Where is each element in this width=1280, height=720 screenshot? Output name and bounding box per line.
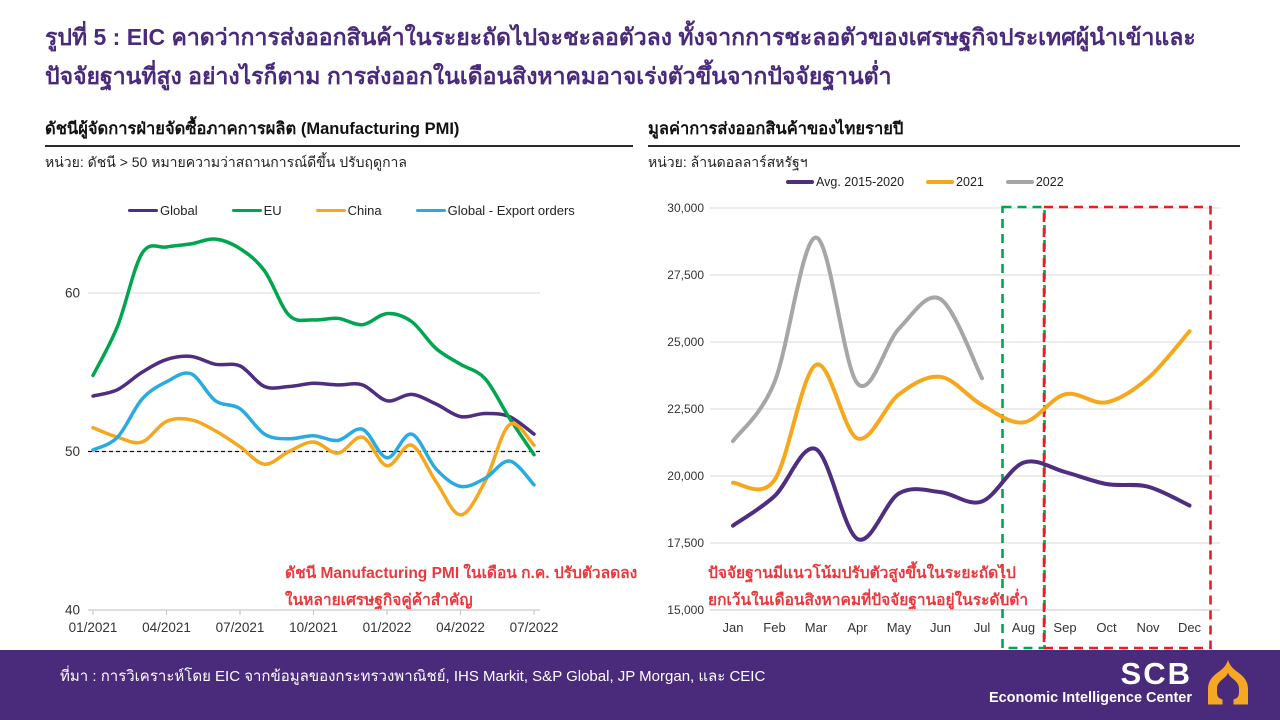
svg-text:25,000: 25,000 (667, 335, 704, 349)
svg-text:01/2022: 01/2022 (363, 620, 412, 635)
pmi-panel-header: ดัชนีผู้จัดการฝ่ายจัดซื้อภาคการผลิต (Man… (45, 116, 633, 174)
pmi-chart-title: ดัชนีผู้จัดการฝ่ายจัดซื้อภาคการผลิต (Man… (45, 116, 633, 147)
svg-text:Dec: Dec (1178, 620, 1202, 635)
svg-text:Jul: Jul (974, 620, 991, 635)
scb-logo: SCB Economic Intelligence Center (989, 658, 1254, 708)
exports-legend-item: 2022 (1005, 175, 1064, 189)
pmi-legend-swatch (415, 208, 446, 213)
svg-text:27,500: 27,500 (667, 268, 704, 282)
scb-logo-wordmark: SCB (1120, 656, 1192, 691)
pmi-legend-label: China (347, 203, 382, 218)
pmi-legend-item: EU (231, 203, 282, 218)
svg-text:Feb: Feb (763, 620, 785, 635)
pmi-legend-item: Global - Export orders (415, 203, 575, 218)
footer-bar: ที่มา : การวิเคราะห์โดย EIC จากข้อมูลของ… (0, 650, 1280, 720)
pmi-legend-item: China (315, 203, 382, 218)
figure-title: รูปที่ 5 : EIC คาดว่าการส่งออกสินค้าในระ… (45, 18, 1255, 96)
svg-text:01/2021: 01/2021 (69, 620, 118, 635)
svg-text:15,000: 15,000 (667, 603, 704, 617)
scb-leaf-icon (1208, 660, 1248, 705)
exports-legend: Avg. 2015-2020 2021 2022 (786, 175, 1064, 189)
svg-text:30,000: 30,000 (667, 201, 704, 215)
svg-text:04/2022: 04/2022 (436, 620, 485, 635)
exports-legend-swatch (1005, 180, 1034, 184)
pmi-legend-swatch (128, 208, 158, 213)
pmi-legend-label: Global - Export orders (447, 203, 575, 218)
pmi-legend-item: Global (128, 203, 198, 218)
svg-text:40: 40 (65, 603, 80, 618)
exports-legend-swatch (926, 180, 955, 184)
svg-text:04/2021: 04/2021 (142, 620, 191, 635)
exports-legend-label: Avg. 2015-2020 (816, 175, 905, 189)
svg-text:20,000: 20,000 (667, 469, 704, 483)
svg-text:10/2021: 10/2021 (289, 620, 338, 635)
pmi-legend-swatch (231, 208, 262, 213)
svg-text:Jan: Jan (723, 620, 744, 635)
svg-text:Apr: Apr (847, 620, 868, 635)
exports-legend-label: 2022 (1035, 175, 1064, 189)
svg-text:Sep: Sep (1053, 620, 1076, 635)
pmi-legend: Global EU China Global - Export orders (128, 203, 575, 218)
pmi-chart: 40 50 60 01/2021 04/2021 07/2021 10/2021 01/202… (65, 237, 559, 635)
svg-text:Aug: Aug (1012, 620, 1035, 635)
svg-text:Mar: Mar (805, 620, 828, 635)
exports-legend-item: 2021 (926, 175, 984, 189)
svg-text:Nov: Nov (1136, 620, 1160, 635)
pmi-legend-label: Global (160, 203, 198, 218)
exports-legend-label: 2021 (956, 175, 984, 189)
exports-chart-title: มูลค่าการส่งออกสินค้าของไทยรายปี (648, 116, 1240, 147)
exports-annotation-line1: ปัจจัยฐานมีแนวโน้มปรับตัวสูงขึ้นในระยะถั… (708, 565, 1016, 582)
exports-legend-swatch (786, 180, 814, 184)
svg-text:60: 60 (65, 286, 80, 301)
pmi-legend-swatch (315, 208, 346, 213)
pmi-annotation-line1: ดัชนี Manufacturing PMI ในเดือน ก.ค. ปรั… (285, 565, 638, 582)
scb-logo-subtext: Economic Intelligence Center (988, 690, 1192, 706)
source-note: ที่มา : การวิเคราะห์โดย EIC จากข้อมูลของ… (60, 668, 766, 685)
exports-annotation-line2: ยกเว้นในเดือนสิงหาคมที่ปัจจัยฐานอยู่ในระ… (708, 592, 1029, 609)
exports-annotation: ปัจจัยฐานมีแนวโน้มปรับตัวสูงขึ้นในระยะถั… (708, 560, 1028, 614)
exports-chart: 15,000 17,500 20,000 22,500 25,000 27,500 30,0… (667, 201, 1220, 650)
exports-legend-item: Avg. 2015-2020 (786, 175, 904, 189)
svg-text:17,500: 17,500 (667, 536, 704, 550)
svg-text:07/2022: 07/2022 (510, 620, 559, 635)
svg-text:50: 50 (65, 444, 80, 459)
exports-chart-unit: หน่วย: ล้านดอลลาร์สหรัฐฯ (648, 154, 808, 170)
svg-text:22,500: 22,500 (667, 402, 704, 416)
figure-title-line2: ปัจจัยฐานที่สูง อย่างไรก็ตาม การส่งออกใน… (45, 63, 892, 89)
pmi-legend-label: EU (263, 203, 282, 218)
svg-text:07/2021: 07/2021 (216, 620, 265, 635)
pmi-annotation-line2: ในหลายเศรษฐกิจคู่ค้าสำคัญ (285, 592, 473, 609)
pmi-annotation: ดัชนี Manufacturing PMI ในเดือน ก.ค. ปรั… (285, 560, 637, 614)
scb-logo-text-block: SCB Economic Intelligence Center (988, 656, 1192, 706)
exports-panel-header: มูลค่าการส่งออกสินค้าของไทยรายปี หน่วย: … (648, 116, 1240, 174)
figure-title-line1: รูปที่ 5 : EIC คาดว่าการส่งออกสินค้าในระ… (45, 24, 1196, 50)
svg-text:Jun: Jun (930, 620, 951, 635)
pmi-chart-unit: หน่วย: ดัชนี > 50 หมายความว่าสถานการณ์ดี… (45, 154, 407, 170)
svg-text:May: May (887, 620, 912, 635)
svg-text:Oct: Oct (1096, 620, 1117, 635)
